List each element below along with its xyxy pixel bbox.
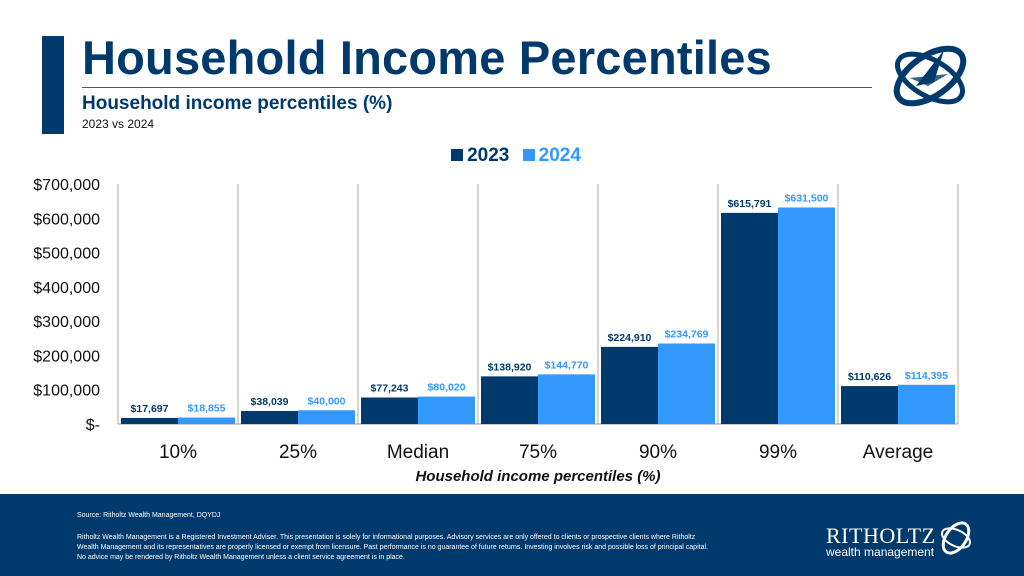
y-tick-label: $600,000 [33, 211, 100, 228]
comparison-label: 2023 vs 2024 [82, 117, 155, 131]
data-label-2023: $138,920 [488, 361, 532, 373]
data-label-2024: $631,500 [785, 192, 829, 204]
footer: Source: Ritholtz Wealth Management, DQYD… [0, 494, 1024, 576]
ritholtz-logo-icon [893, 45, 967, 107]
legend-swatch-2024 [522, 149, 535, 161]
bar-2024 [178, 417, 235, 424]
x-tick-label: Median [387, 442, 449, 463]
brand-name: RITHOLTZ [826, 523, 936, 548]
legend-swatch-2023 [451, 149, 464, 161]
bar-chart: $- $100,000 $200,000 $300,000 $400,000 $500,0… [33, 177, 959, 485]
footer-logo-icon [940, 521, 972, 555]
x-tick-label: 99% [759, 442, 797, 463]
bar-2023 [241, 410, 298, 424]
bar-2023 [121, 417, 178, 424]
bar-2023 [361, 397, 418, 424]
y-tick-label: $500,000 [33, 246, 100, 263]
bar-2024 [898, 384, 955, 424]
data-label-2023: $77,243 [371, 383, 409, 395]
bar-2023 [601, 346, 658, 424]
y-tick-label: $300,000 [33, 314, 100, 331]
bar-2024 [658, 343, 715, 424]
legend-label-2023: 2023 [467, 145, 510, 166]
data-label-2024: $114,395 [905, 370, 948, 382]
x-tick-label: 90% [639, 442, 677, 463]
x-tick-label: Average [863, 442, 933, 463]
data-label-2024: $234,769 [665, 329, 709, 341]
bar-2024 [538, 374, 595, 424]
data-label-2023: $110,626 [848, 371, 891, 383]
x-tick-label: 75% [519, 442, 557, 463]
page-title: Household Income Percentiles [82, 31, 772, 84]
bar-2023 [721, 212, 778, 424]
disclaimer: Ritholtz Wealth Management is a Register… [77, 534, 708, 561]
bar-2024 [298, 410, 355, 424]
footer-brand: RITHOLTZ wealth management [826, 523, 936, 559]
x-tick-label: 25% [279, 442, 317, 463]
chart-legend: 2023 2024 [0, 145, 1024, 167]
brand-subtitle: wealth management [826, 545, 935, 559]
y-tick-label: $- [86, 417, 100, 434]
title-accent-bar [42, 36, 64, 134]
title-divider [82, 87, 872, 88]
y-tick-label: $200,000 [33, 348, 100, 365]
bar-2023 [841, 386, 898, 424]
y-tick-label: $100,000 [33, 383, 100, 400]
x-tick-label: 10% [159, 442, 197, 463]
x-axis-title: Household income percentiles (%) [415, 468, 660, 485]
bar-2024 [418, 396, 475, 424]
data-label-2024: $144,770 [545, 359, 589, 371]
legend-label-2024: 2024 [538, 145, 581, 166]
data-label-2023: $38,039 [251, 396, 289, 408]
data-label-2023: $224,910 [608, 332, 652, 344]
y-tick-label: $700,000 [33, 177, 100, 194]
y-tick-label: $400,000 [33, 280, 100, 297]
data-label-2023: $17,697 [131, 403, 169, 415]
bar-2023 [481, 376, 538, 424]
data-label-2024: $80,020 [428, 382, 466, 394]
data-label-2023: $615,791 [728, 198, 772, 210]
source-note: Source: Ritholtz Wealth Management, DQYD… [77, 512, 221, 519]
data-label-2024: $40,000 [308, 395, 346, 407]
bar-2024 [778, 207, 835, 424]
data-label-2024: $18,855 [188, 403, 226, 415]
chart-subtitle: Household income percentiles (%) [82, 93, 393, 114]
